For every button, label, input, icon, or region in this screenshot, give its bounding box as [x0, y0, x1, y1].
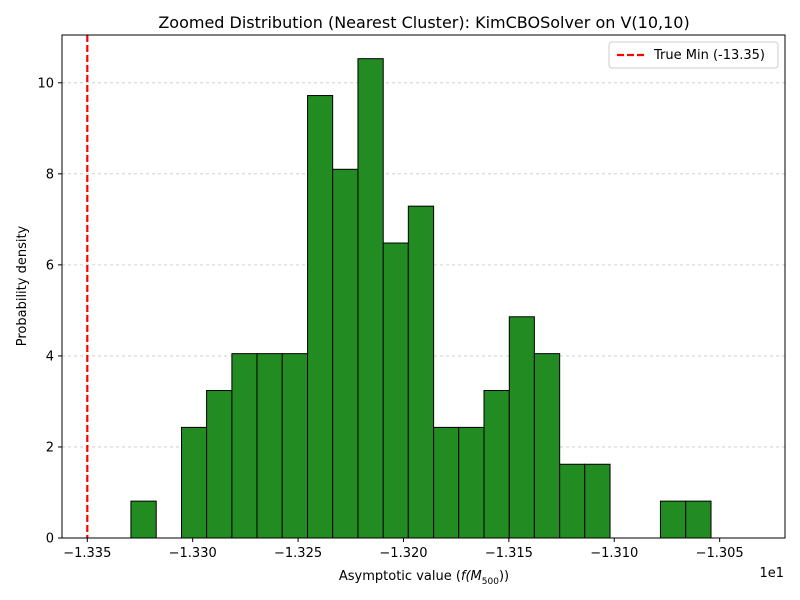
x-tick-label-0: −1.335	[63, 546, 111, 561]
x-axis-label: Asymptotic value (f(M500))	[339, 569, 509, 587]
histogram-bar-19	[685, 500, 712, 539]
y-tick-label-0: 0	[46, 532, 54, 547]
legend: True Min (-13.35)	[608, 41, 779, 69]
histogram-bar-8	[357, 58, 384, 539]
histogram-bar-7	[332, 168, 359, 539]
y-axis-ticks: 0 2 4 6 8 10	[37, 76, 62, 547]
y-tick-label-3: 6	[46, 258, 54, 273]
legend-label: True Min (-13.35)	[653, 48, 765, 63]
x-tick-label-4: −1.315	[485, 546, 533, 561]
y-tick-label-4: 8	[46, 167, 54, 182]
x-tick-label-5: −1.310	[590, 546, 638, 561]
x-tick-label-2: −1.325	[274, 546, 322, 561]
plot-frame	[61, 34, 786, 539]
histogram-bar-14	[508, 316, 535, 539]
histogram-bar-6	[307, 95, 334, 539]
x-axis-label-subscript: 500	[482, 577, 499, 587]
histogram-bar-0	[130, 500, 157, 539]
histogram-bar-16	[559, 463, 586, 539]
legend-box	[608, 41, 779, 69]
y-tick-label-2: 4	[46, 349, 54, 364]
histogram-bar-3	[231, 353, 258, 539]
x-tick-label-6: −1.305	[696, 546, 744, 561]
histogram-bars	[130, 58, 712, 539]
histogram-bar-1	[181, 426, 208, 539]
histogram-bar-2	[206, 390, 233, 539]
x-axis-label-math: f(M	[461, 569, 482, 584]
histogram-bar-11	[433, 426, 460, 539]
x-axis-offset-text: 1e1	[759, 566, 784, 581]
chart-title: Zoomed Distribution (Nearest Cluster): K…	[158, 13, 689, 32]
y-axis-label: Probability density	[15, 225, 30, 346]
histogram-bar-9	[382, 242, 409, 539]
y-tick-label-1: 2	[46, 440, 54, 455]
histogram-bar-13	[483, 390, 510, 539]
histogram-bar-18	[659, 500, 687, 539]
x-tick-label-1: −1.330	[169, 546, 217, 561]
x-axis-ticks: −1.335 −1.330 −1.325 −1.320 −1.315 −1.310 −1.3…	[63, 538, 744, 561]
x-axis-label-text: Asymptotic value (	[339, 569, 461, 584]
y-tick-label-5: 10	[37, 76, 54, 91]
histogram-bar-5	[281, 353, 309, 539]
histogram-bar-17	[584, 463, 611, 539]
histogram-bar-10	[407, 205, 435, 539]
histogram-bar-15	[533, 353, 561, 539]
x-tick-label-3: −1.320	[379, 546, 427, 561]
x-axis-label-close: ))	[499, 569, 509, 584]
histogram-bar-12	[458, 426, 485, 539]
histogram-bar-4	[256, 353, 283, 539]
